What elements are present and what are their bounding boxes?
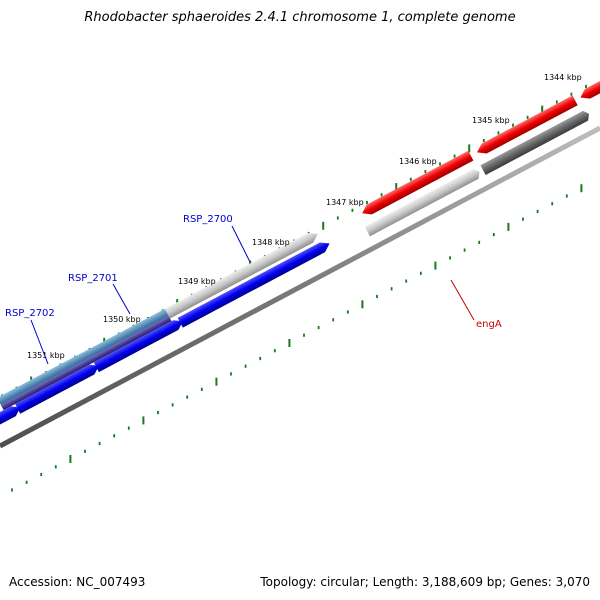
ruler-label: 1349 kbp [178,277,216,286]
feature-track [0,72,600,448]
inner-ruler-ticks [11,184,583,492]
cds-arrow-reverse[interactable] [474,95,578,158]
cds-arrow-forward[interactable] [15,361,101,414]
cds-rsp2701-highlight[interactable] [0,308,171,408]
ruler-label: 1348 kbp [252,238,290,247]
callout-line-rsp2702 [30,319,49,365]
gene-label-rsp2702[interactable]: RSP_2702 [5,308,55,319]
ruler-labels: 1344 kbp 1345 kbp 1346 kbp 1347 kbp 1348… [27,73,582,360]
genome-summary-text: Topology: circular; Length: 3,188,609 bp… [260,575,590,589]
ruler-label: 1347 kbp [326,198,364,207]
cds-arrow-reverse[interactable] [578,72,600,102]
cds-enga[interactable] [364,167,482,237]
gene-label-rsp2700[interactable]: RSP_2700 [183,214,233,225]
gene-label-enga[interactable]: engA [476,319,502,330]
ruler-label: 1350 kbp [103,315,141,324]
accession-text: Accession: NC_007493 [9,575,146,589]
cds-rsp2700[interactable] [164,229,320,319]
callout-line-rsp2700 [231,225,251,263]
map-title: Rhodobacter sphaeroides 2.4.1 chromosome… [84,10,516,25]
cds-arrow-forward[interactable] [177,239,332,328]
cds-arrow-reverse[interactable] [360,150,474,218]
genome-backbone [0,125,600,449]
ruler-label: 1351 kbp [27,351,65,360]
callout-line-enga [450,279,475,321]
callout-line-rsp2701 [112,283,131,315]
cds-rsp2702-body[interactable] [0,315,172,411]
gene-label-rsp2701[interactable]: RSP_2701 [68,273,118,284]
cds-dark-gray[interactable] [480,109,591,175]
ruler-label: 1345 kbp [472,116,510,125]
ruler-label: 1346 kbp [399,157,437,166]
ruler-label: 1344 kbp [544,73,582,82]
cds-arrow-forward[interactable] [0,403,23,448]
gene-callouts: RSP_2700 RSP_2701 RSP_2702 engA [5,214,502,365]
cds-arrow-forward[interactable] [93,316,186,373]
